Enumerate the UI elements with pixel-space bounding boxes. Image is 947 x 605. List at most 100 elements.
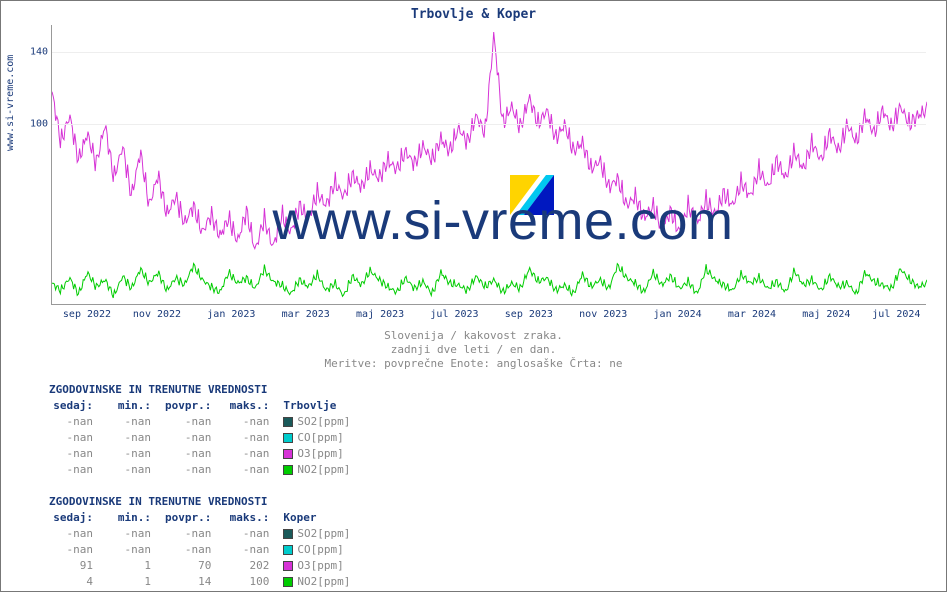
column-header: sedaj:	[43, 511, 99, 525]
cell-value: 100	[219, 575, 275, 589]
cell-value: -nan	[101, 431, 157, 445]
cell-value: 91	[43, 559, 99, 573]
cell-value: 14	[159, 575, 217, 589]
table-title: ZGODOVINSKE IN TRENUTNE VREDNOSTI	[43, 383, 356, 397]
y-tick-label: 140	[22, 47, 48, 58]
series-label: O3[ppm]	[297, 447, 343, 460]
series-no2	[52, 264, 927, 298]
cell-value: -nan	[159, 463, 217, 477]
stats-table: ZGODOVINSKE IN TRENUTNE VREDNOSTIsedaj:m…	[41, 381, 358, 479]
series-legend-cell: O3[ppm]	[277, 447, 356, 461]
cell-value: -nan	[43, 463, 99, 477]
series-label: CO[ppm]	[297, 543, 343, 556]
color-swatch-icon	[283, 561, 293, 571]
cell-value: 4	[43, 575, 99, 589]
cell-value: -nan	[159, 431, 217, 445]
y-axis-source-label: www.si-vreme.com	[5, 55, 16, 151]
cell-value: -nan	[43, 431, 99, 445]
table-row: 91170202 O3[ppm]	[43, 559, 356, 573]
cell-value: -nan	[101, 447, 157, 461]
column-header: min.:	[101, 511, 157, 525]
x-tick-label: sep 2023	[505, 309, 553, 320]
series-legend-cell: CO[ppm]	[277, 543, 356, 557]
series-legend-cell: SO2[ppm]	[277, 527, 356, 541]
table-row: -nan-nan-nan-nanO3[ppm]	[43, 447, 356, 461]
cell-value: 202	[219, 559, 275, 573]
series-legend-cell: O3[ppm]	[277, 559, 356, 573]
table-row: -nan-nan-nan-nanSO2[ppm]	[43, 527, 356, 541]
cell-value: -nan	[101, 463, 157, 477]
series-legend-cell: NO2[ppm]	[277, 575, 356, 589]
series-label: SO2[ppm]	[297, 415, 350, 428]
x-tick-label: sep 2022	[63, 309, 111, 320]
x-tick-label: maj 2023	[356, 309, 404, 320]
table-row: -nan-nan-nan-nanSO2[ppm]	[43, 415, 356, 429]
x-tick-label: jul 2024	[872, 309, 920, 320]
cell-value: -nan	[159, 527, 217, 541]
color-swatch-icon	[283, 545, 293, 555]
series-label: CO[ppm]	[297, 431, 343, 444]
data-tables: ZGODOVINSKE IN TRENUTNE VREDNOSTIsedaj:m…	[41, 381, 358, 605]
subtitle-line-3: Meritve: povprečne Enote: anglosaške Črt…	[1, 357, 946, 370]
column-header: min.:	[101, 399, 157, 413]
color-swatch-icon	[283, 529, 293, 539]
series-label: NO2[ppm]	[297, 463, 350, 476]
x-tick-label: mar 2023	[282, 309, 330, 320]
series-legend-cell: NO2[ppm]	[277, 463, 356, 477]
cell-value: -nan	[219, 447, 275, 461]
color-swatch-icon	[283, 417, 293, 427]
location-header: Koper	[277, 511, 356, 525]
cell-value: -nan	[43, 415, 99, 429]
subtitle-line-2: zadnji dve leti / en dan.	[1, 343, 946, 356]
x-tick-label: maj 2024	[802, 309, 850, 320]
series-label: NO2[ppm]	[297, 575, 350, 588]
cell-value: -nan	[219, 415, 275, 429]
y-tick-label: 100	[22, 119, 48, 130]
cell-value: -nan	[219, 463, 275, 477]
cell-value: -nan	[43, 543, 99, 557]
location-header: Trbovlje	[277, 399, 356, 413]
table-row: -nan-nan-nan-nanNO2[ppm]	[43, 463, 356, 477]
color-swatch-icon	[283, 577, 293, 587]
cell-value: -nan	[43, 447, 99, 461]
table-row: 4114100 NO2[ppm]	[43, 575, 356, 589]
gridline	[52, 124, 926, 125]
x-tick-label: jan 2023	[207, 309, 255, 320]
cell-value: -nan	[101, 543, 157, 557]
series-legend-cell: SO2[ppm]	[277, 415, 356, 429]
column-header: povpr.:	[159, 511, 217, 525]
cell-value: -nan	[219, 543, 275, 557]
column-header: sedaj:	[43, 399, 99, 413]
x-tick-label: nov 2023	[579, 309, 627, 320]
column-header: povpr.:	[159, 399, 217, 413]
cell-value: -nan	[101, 527, 157, 541]
gridline	[52, 52, 926, 53]
series-o3	[52, 32, 927, 249]
series-label: SO2[ppm]	[297, 527, 350, 540]
x-tick-label: mar 2024	[728, 309, 776, 320]
x-tick-label: jul 2023	[430, 309, 478, 320]
cell-value: -nan	[159, 543, 217, 557]
cell-value: 1	[101, 575, 157, 589]
series-svg	[52, 25, 927, 305]
series-label: O3[ppm]	[297, 559, 343, 572]
x-tick-label: nov 2022	[133, 309, 181, 320]
color-swatch-icon	[283, 465, 293, 475]
stats-table: ZGODOVINSKE IN TRENUTNE VREDNOSTIsedaj:m…	[41, 493, 358, 591]
table-title: ZGODOVINSKE IN TRENUTNE VREDNOSTI	[43, 495, 356, 509]
x-tick-label: jan 2024	[654, 309, 702, 320]
cell-value: -nan	[219, 527, 275, 541]
cell-value: -nan	[101, 415, 157, 429]
table-row: -nan-nan-nan-nanCO[ppm]	[43, 543, 356, 557]
cell-value: -nan	[43, 527, 99, 541]
column-header: maks.:	[219, 399, 275, 413]
cell-value: 1	[101, 559, 157, 573]
table-row: -nan-nan-nan-nanCO[ppm]	[43, 431, 356, 445]
column-header: maks.:	[219, 511, 275, 525]
cell-value: -nan	[219, 431, 275, 445]
series-legend-cell: CO[ppm]	[277, 431, 356, 445]
color-swatch-icon	[283, 433, 293, 443]
color-swatch-icon	[283, 449, 293, 459]
cell-value: 70	[159, 559, 217, 573]
chart-title: Trbovlje & Koper	[1, 7, 946, 22]
